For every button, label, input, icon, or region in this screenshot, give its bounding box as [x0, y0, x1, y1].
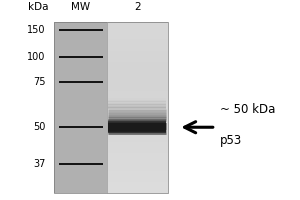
- Bar: [107, 33, 168, 39]
- Bar: [107, 153, 168, 159]
- Bar: [107, 102, 168, 108]
- Bar: [107, 96, 168, 102]
- Bar: [107, 182, 168, 188]
- Bar: [107, 79, 168, 85]
- Bar: [107, 28, 168, 33]
- Bar: [107, 125, 168, 131]
- Bar: [107, 56, 168, 62]
- Bar: [54, 22, 107, 193]
- Bar: [107, 136, 168, 142]
- Bar: [107, 73, 168, 79]
- Bar: [107, 148, 168, 153]
- Bar: [107, 39, 168, 45]
- Bar: [107, 45, 168, 51]
- Bar: [107, 131, 168, 136]
- Bar: [107, 176, 168, 182]
- Text: 2: 2: [134, 2, 141, 12]
- Bar: [107, 159, 168, 165]
- Text: 150: 150: [27, 25, 46, 35]
- Bar: [107, 142, 168, 148]
- Bar: [107, 22, 168, 28]
- Text: ~ 50 kDa: ~ 50 kDa: [220, 103, 275, 116]
- Text: 100: 100: [27, 52, 46, 62]
- Text: p53: p53: [220, 134, 242, 147]
- Text: 75: 75: [33, 77, 46, 87]
- Bar: [107, 85, 168, 91]
- Text: MW: MW: [71, 2, 90, 12]
- Bar: [107, 188, 168, 193]
- Text: 37: 37: [33, 159, 46, 169]
- Bar: [54, 22, 168, 193]
- Text: kDa: kDa: [28, 2, 49, 12]
- Text: 50: 50: [33, 122, 46, 132]
- Bar: [107, 68, 168, 73]
- Bar: [107, 119, 168, 125]
- Bar: [107, 113, 168, 119]
- Bar: [107, 171, 168, 176]
- Bar: [107, 51, 168, 56]
- Bar: [107, 165, 168, 171]
- Bar: [107, 91, 168, 96]
- Bar: [107, 62, 168, 68]
- Bar: [107, 108, 168, 113]
